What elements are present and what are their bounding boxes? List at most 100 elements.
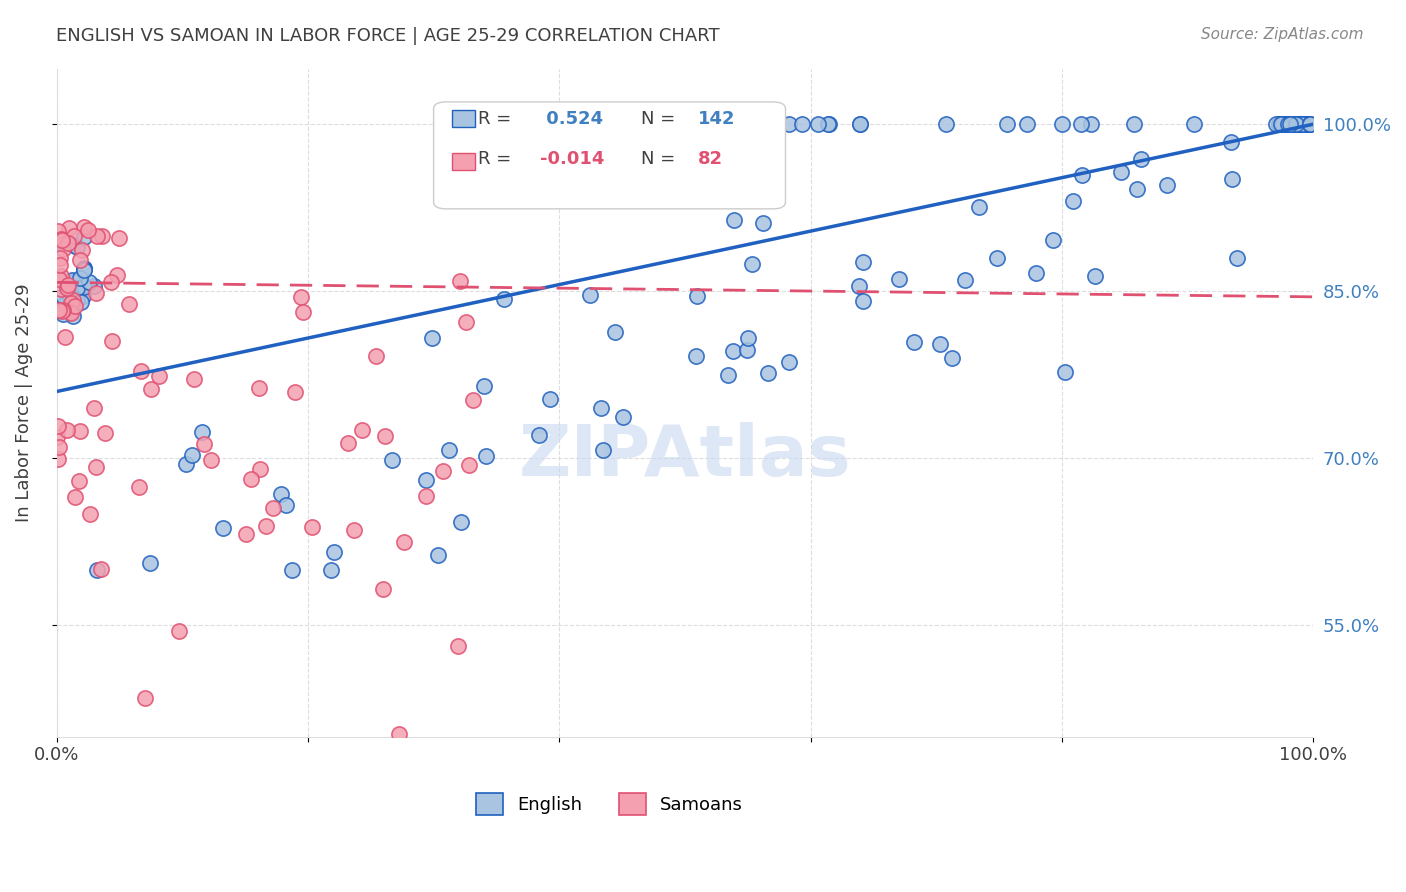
Point — [1156, 178, 1178, 192]
Point — [1226, 251, 1249, 265]
Point — [450, 515, 472, 529]
Point — [1271, 117, 1294, 131]
Point — [129, 364, 152, 378]
Point — [967, 200, 990, 214]
Point — [1084, 268, 1107, 283]
Point — [1070, 117, 1092, 131]
Point — [1268, 117, 1291, 131]
Point — [69, 295, 91, 310]
Point — [323, 545, 346, 559]
Point — [778, 355, 800, 369]
Point — [723, 212, 745, 227]
Point — [63, 274, 86, 288]
Point — [108, 231, 131, 245]
Point — [107, 268, 129, 283]
Point — [1062, 194, 1084, 208]
Point — [1220, 135, 1243, 149]
Point — [48, 303, 70, 318]
Point — [60, 306, 83, 320]
Point — [1042, 233, 1064, 247]
Point — [270, 486, 292, 500]
Point — [388, 727, 411, 741]
Point — [48, 440, 70, 454]
Point — [53, 297, 76, 311]
Point — [422, 331, 444, 345]
Point — [46, 418, 69, 433]
Point — [1296, 117, 1319, 131]
Point — [1267, 117, 1289, 131]
Point — [262, 500, 284, 515]
Text: ENGLISH VS SAMOAN IN LABOR FORCE | AGE 25-29 CORRELATION CHART: ENGLISH VS SAMOAN IN LABOR FORCE | AGE 2… — [56, 27, 720, 45]
Point — [49, 252, 72, 266]
Point — [52, 289, 75, 303]
Point — [1299, 117, 1322, 131]
Point — [374, 429, 396, 443]
Point — [1130, 152, 1153, 166]
Point — [449, 274, 471, 288]
Point — [48, 272, 70, 286]
Text: 82: 82 — [697, 150, 723, 168]
Point — [79, 508, 101, 522]
Point — [69, 271, 91, 285]
Point — [191, 425, 214, 439]
Point — [737, 331, 759, 345]
Point — [1291, 117, 1313, 131]
Point — [589, 401, 612, 416]
Point — [790, 117, 813, 131]
Point — [1286, 117, 1309, 131]
Point — [461, 392, 484, 407]
Text: -0.014: -0.014 — [540, 150, 605, 168]
Point — [60, 295, 83, 310]
Point — [1025, 267, 1047, 281]
Point — [426, 548, 449, 562]
Point — [1292, 117, 1315, 131]
Point — [148, 369, 170, 384]
Point — [1291, 117, 1313, 131]
Point — [612, 409, 634, 424]
Point — [889, 272, 911, 286]
Text: N =: N = — [641, 150, 681, 168]
Point — [1291, 117, 1313, 131]
Text: R =: R = — [478, 110, 516, 128]
Point — [46, 451, 69, 466]
Point — [578, 287, 600, 301]
Point — [1286, 117, 1309, 131]
Text: 0.524: 0.524 — [540, 110, 603, 128]
Point — [58, 277, 80, 292]
Point — [685, 349, 707, 363]
Point — [686, 289, 709, 303]
Point — [51, 233, 73, 247]
Point — [73, 279, 96, 293]
Point — [941, 351, 963, 365]
Point — [1288, 117, 1310, 131]
Point — [437, 443, 460, 458]
Point — [66, 240, 89, 254]
Point — [1298, 117, 1320, 131]
Point — [181, 448, 204, 462]
Point — [73, 261, 96, 276]
Point — [46, 224, 69, 238]
Point — [778, 117, 800, 131]
Point — [56, 280, 79, 294]
Point — [86, 286, 108, 301]
Point — [63, 490, 86, 504]
Point — [628, 117, 651, 131]
Point — [53, 330, 76, 344]
Point — [72, 244, 94, 258]
Point — [903, 334, 925, 349]
Point — [1123, 117, 1146, 131]
Point — [72, 289, 94, 303]
FancyBboxPatch shape — [453, 110, 475, 127]
Point — [58, 290, 80, 304]
Point — [721, 344, 744, 359]
Point — [240, 472, 263, 486]
Point — [73, 230, 96, 244]
Point — [247, 381, 270, 395]
Point — [392, 535, 415, 549]
Point — [66, 292, 89, 306]
Text: 142: 142 — [697, 110, 735, 128]
Point — [281, 563, 304, 577]
Point — [1053, 365, 1076, 379]
Point — [46, 430, 69, 444]
Point — [1268, 117, 1291, 131]
